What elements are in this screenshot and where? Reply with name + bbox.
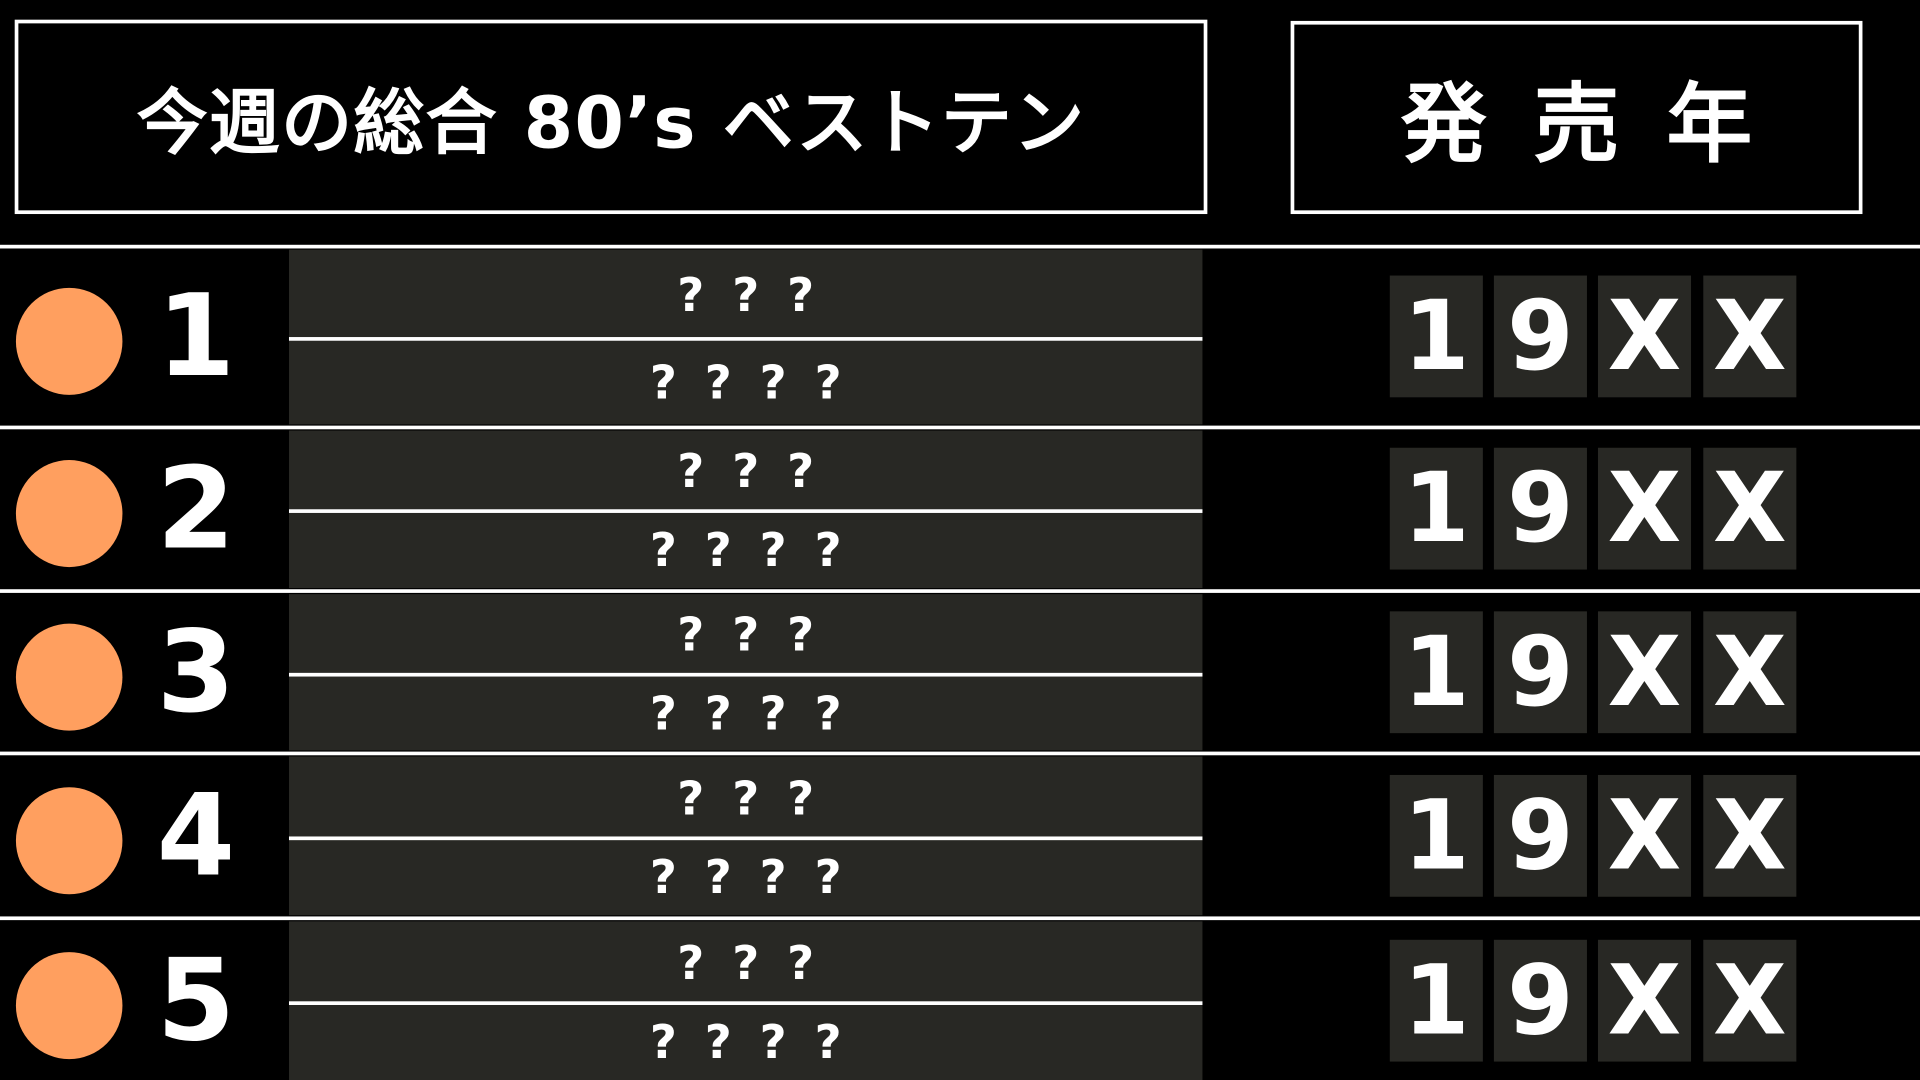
row-divider [0, 916, 1920, 921]
year-digit: X [1703, 774, 1797, 897]
song-title: ??? [677, 444, 843, 499]
song-title: ??? [677, 268, 843, 323]
year-digit: 1 [1389, 611, 1483, 734]
artist-name: ???? [649, 355, 870, 410]
rank-number: 5 [156, 934, 236, 1067]
song-panel: ??? ???? [288, 756, 1203, 916]
artist-name: ???? [649, 522, 870, 577]
rank-marker-icon [15, 460, 123, 568]
year-digit: X [1703, 611, 1797, 734]
rank-marker-icon [15, 287, 123, 395]
row-divider [0, 244, 1920, 249]
row-divider [0, 425, 1920, 430]
artist-name: ???? [649, 686, 870, 741]
release-year-header: 発売年 [1290, 20, 1863, 215]
year-digit: 9 [1493, 447, 1587, 570]
year-digit: 1 [1389, 939, 1483, 1062]
rank-number: 4 [156, 770, 236, 902]
song-divider [288, 1001, 1203, 1005]
song-panel: ??? ???? [288, 921, 1203, 1080]
song-divider [288, 337, 1203, 341]
song-title: ??? [677, 936, 843, 991]
year-digit: 1 [1389, 774, 1483, 897]
rank-number: 3 [156, 606, 236, 739]
year-digit: X [1597, 447, 1692, 570]
song-divider [288, 836, 1203, 841]
song-title: ??? [677, 771, 843, 826]
year-digit: X [1703, 939, 1797, 1062]
rank-marker-icon [15, 952, 123, 1060]
rank-number: 2 [156, 442, 236, 575]
year-digit: X [1703, 447, 1797, 570]
song-panel: ??? ???? [288, 594, 1203, 751]
artist-name: ???? [649, 1014, 870, 1069]
year-digit: X [1597, 275, 1692, 398]
rank-marker-icon [15, 623, 123, 731]
row-divider [0, 589, 1920, 593]
song-divider [288, 509, 1203, 513]
year-digit: X [1597, 774, 1692, 897]
rank-number: 1 [156, 270, 236, 403]
year-digit: X [1597, 939, 1692, 1062]
year-digit: X [1703, 275, 1797, 398]
song-divider [288, 672, 1203, 677]
year-digit: 9 [1493, 774, 1587, 897]
year-digit: 9 [1493, 611, 1587, 734]
page-title: 今週の総合 80’s ベストテン [14, 19, 1208, 215]
song-title: ??? [677, 607, 843, 662]
year-digit: 9 [1493, 275, 1587, 398]
year-digit: 1 [1389, 275, 1483, 398]
year-digit: 9 [1493, 939, 1587, 1062]
song-panel: ??? ???? [288, 430, 1203, 588]
year-digit: 1 [1389, 447, 1483, 570]
year-digit: X [1597, 611, 1692, 734]
song-panel: ??? ???? [288, 249, 1203, 425]
row-divider [0, 751, 1920, 756]
artist-name: ???? [649, 849, 870, 905]
rank-marker-icon [15, 787, 123, 895]
